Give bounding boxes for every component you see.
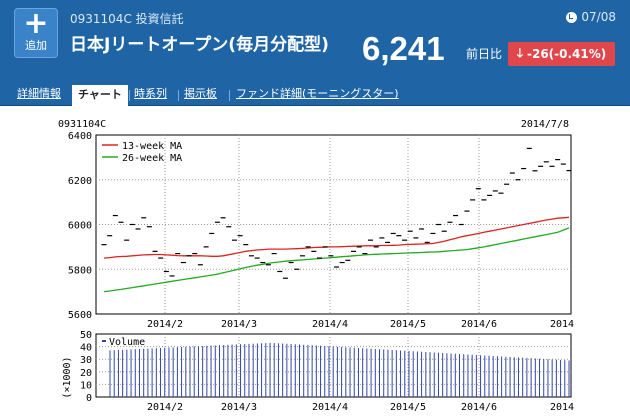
fund-code: 0931104C 投資信託 <box>70 12 184 26</box>
clock-icon <box>566 11 578 23</box>
price-y-tick-label: 5800 <box>68 265 92 276</box>
volume-y-axis-label: (×1000) <box>62 356 73 398</box>
tab-board[interactable]: 掲示板 <box>184 87 217 100</box>
price-y-tick-label: 6200 <box>68 176 92 187</box>
tab-separator <box>129 90 130 101</box>
legend-volume-label: Volume <box>109 337 145 348</box>
legend-ma13-label: 13-week MA <box>122 141 182 152</box>
chart-date-label: 2014/7/8 <box>521 119 569 130</box>
volume-x-tick-label: 2014/2 <box>147 402 183 413</box>
price-x-tick-label: 2014/2 <box>147 319 183 330</box>
down-arrow-icon: 🡓 <box>516 45 523 60</box>
price-y-tick-label: 6000 <box>68 221 92 232</box>
price-x-tick-label: 2014/5 <box>390 319 426 330</box>
volume-y-tick-label: 20 <box>80 368 92 379</box>
change-value: -26(-0.41%) <box>526 47 607 61</box>
date-display: 07/08 <box>566 10 616 24</box>
legend-ma26-label: 26-week MA <box>122 153 182 164</box>
price-x-tick-label: 2014/4 <box>312 319 348 330</box>
volume-x-tick-label: 2014/4 <box>312 402 348 413</box>
volume-x-tick-label: 2014 <box>550 402 574 413</box>
price-x-tick-label: 2014 <box>550 319 574 330</box>
volume-x-tick-label: 2014/5 <box>390 402 426 413</box>
volume-x-tick-label: 2014/3 <box>221 402 257 413</box>
price-x-tick-label: 2014/6 <box>461 319 497 330</box>
tab-bar: 詳細情報 チャート 時系列 掲示板 ファンド詳細(モーニングスター) <box>0 84 630 106</box>
chart-svg: 5600 5800 6000 6200 6400 2014/2 2014/3 2014/4 20… <box>58 119 574 413</box>
volume-y-tick-label: 0 <box>86 393 92 404</box>
chart-area: 5600 5800 6000 6200 6400 2014/2 2014/3 2014/4 20… <box>0 107 630 415</box>
tab-separator <box>229 90 230 101</box>
header: + 追加 0931104C 投資信託 日本Jリートオープン(毎月分配型) 07/… <box>0 0 630 84</box>
price-x-tick-label: 2014/3 <box>221 319 257 330</box>
add-label: 追加 <box>25 39 47 52</box>
volume-y-tick-label: 50 <box>80 330 92 341</box>
volume-y-tick-label: 30 <box>80 355 92 366</box>
tab-fund-detail[interactable]: ファンド詳細(モーニングスター) <box>236 87 399 100</box>
ma13-line <box>103 216 570 259</box>
volume-x-tick-label: 2014/6 <box>461 402 497 413</box>
add-button[interactable]: + 追加 <box>14 8 58 58</box>
ma26-line <box>103 227 570 293</box>
date-text: 07/08 <box>581 10 616 24</box>
chart-code-label: 0931104C <box>58 119 106 130</box>
price-y-tick-label: 6400 <box>68 131 92 142</box>
tab-details[interactable]: 詳細情報 <box>17 87 61 100</box>
volume-y-tick-label: 10 <box>80 380 92 391</box>
tab-separator <box>178 90 179 101</box>
change-label: 前日比 <box>466 47 503 61</box>
change-badge: 🡓 -26(-0.41%) <box>508 42 615 66</box>
tab-timeseries[interactable]: 時系列 <box>134 87 167 100</box>
current-price: 6,241 <box>362 30 445 67</box>
fund-name: 日本Jリートオープン(毎月分配型) <box>70 35 329 55</box>
volume-y-tick-label: 40 <box>80 343 92 354</box>
price-y-tick-label: 5600 <box>68 310 92 321</box>
tab-chart[interactable]: チャート <box>72 85 128 106</box>
plus-icon: + <box>23 6 49 41</box>
